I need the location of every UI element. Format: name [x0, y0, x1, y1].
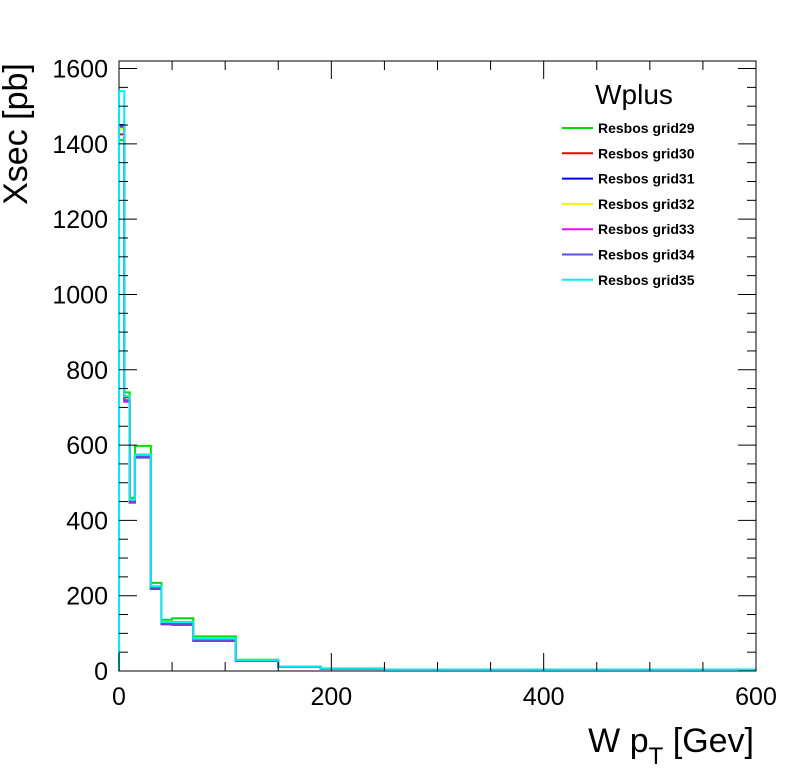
y-tick-label: 200 — [66, 583, 108, 611]
x-axis-title: W pT [Gev] — [588, 722, 754, 770]
y-tick-label: 1200 — [52, 206, 108, 234]
y-tick-label: 1600 — [52, 56, 108, 84]
axes-layer: 0 200 400 600 800 1000 1200 1400 1600 0 200 400 600 — [52, 56, 776, 711]
y-tick-label: 1000 — [52, 281, 108, 309]
x-tick-label: 200 — [310, 683, 352, 711]
series-line-2 — [118, 133, 756, 671]
x-tick-label: 400 — [523, 683, 565, 711]
series-line-7 — [118, 90, 756, 671]
y-tick-label: 800 — [66, 357, 108, 385]
legend-title: Wplus — [595, 79, 673, 110]
series-layer — [118, 90, 756, 671]
legend-entry-label: Resbos grid30 — [598, 145, 695, 161]
y-tick-label: 400 — [66, 507, 108, 535]
legend: Wplus Resbos grid29 Resbos grid30 Resbos g… — [562, 79, 695, 288]
x-tick-label: 0 — [112, 683, 126, 711]
legend-entry-label: Resbos grid33 — [598, 221, 695, 237]
legend-entry-label: Resbos grid31 — [598, 171, 695, 187]
legend-entry-label: Resbos grid29 — [598, 120, 695, 136]
y-tick-label: 600 — [66, 432, 108, 460]
y-tick-label: 1400 — [52, 131, 108, 159]
y-axis-title: Xsec [pb] — [0, 63, 35, 205]
x-tick-label: 600 — [735, 683, 777, 711]
legend-entry-label: Resbos grid32 — [598, 196, 695, 212]
series-line-1 — [118, 139, 756, 671]
legend-entry-label: Resbos grid34 — [598, 247, 695, 263]
legend-entry-label: Resbos grid35 — [598, 272, 695, 288]
y-tick-label: 0 — [94, 658, 108, 686]
